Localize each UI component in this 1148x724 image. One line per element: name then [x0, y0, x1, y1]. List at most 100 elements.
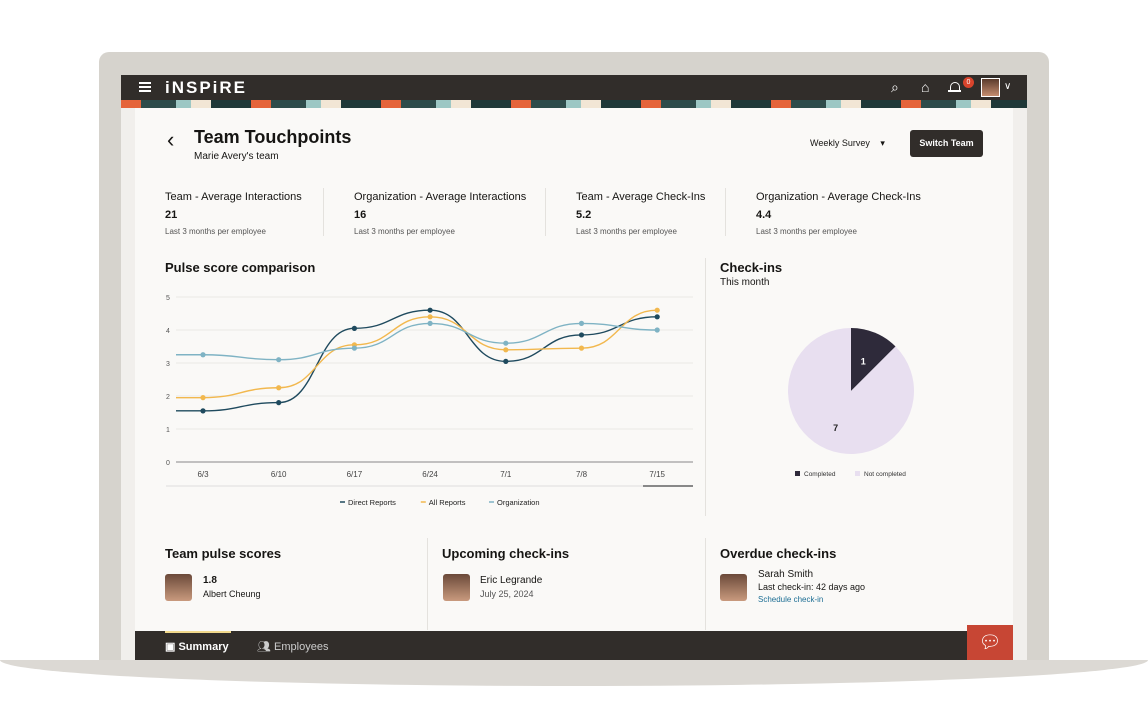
page-title: Team Touchpoints: [194, 127, 352, 147]
data-point: [276, 385, 282, 391]
legend-label: Direct Reports: [348, 498, 396, 507]
tab-employees[interactable]: 👥︎ Employees: [257, 640, 328, 653]
x-tick-label: 6/24: [422, 470, 438, 479]
divider: [545, 188, 546, 236]
bottom-nav: ▣ Summary 👥︎ Employees: [135, 631, 1013, 660]
legend-label: Organization: [497, 498, 540, 507]
stat-team-interactions: Team - Average Interactions 21 Last 3 mont…: [165, 191, 302, 236]
caret-down-icon: ▾: [880, 138, 885, 148]
y-tick-label: 4: [166, 328, 170, 335]
survey-select[interactable]: Weekly Survey ▾: [810, 138, 885, 149]
divider: [725, 188, 726, 236]
chevron-down-icon[interactable]: ∨: [1004, 81, 1012, 92]
data-point: [503, 340, 509, 346]
data-point: [654, 307, 660, 313]
data-point: [503, 358, 509, 364]
divider: [427, 538, 428, 630]
data-point: [427, 314, 433, 320]
app-logo: iNSPiRE: [165, 78, 248, 97]
pie-slice-completed: [851, 328, 896, 391]
x-tick-label: 6/10: [271, 470, 287, 479]
notification-badge: 0: [963, 77, 974, 88]
data-point: [200, 395, 206, 401]
x-tick-label: 7/1: [500, 470, 512, 479]
y-tick-label: 0: [166, 460, 170, 467]
upcoming-name[interactable]: Eric Legrande: [480, 575, 543, 586]
presentation-icon: ▣: [165, 641, 176, 653]
upcoming-title: Upcoming check-ins: [442, 546, 570, 561]
data-point: [351, 325, 357, 331]
data-point: [654, 327, 660, 333]
data-point: [200, 352, 206, 358]
y-tick-label: 5: [166, 295, 170, 302]
bell-icon[interactable]: [948, 82, 961, 92]
legend-label: All Reports: [429, 498, 466, 507]
page-subtitle: Marie Avery's team: [194, 151, 279, 162]
divider: [323, 188, 324, 236]
data-point: [276, 400, 282, 406]
survey-select-value: Weekly Survey: [810, 138, 870, 148]
back-icon[interactable]: ‹: [167, 127, 175, 152]
overdue-name[interactable]: Sarah Smith: [758, 569, 814, 580]
people-icon: 👥︎: [257, 641, 271, 653]
series-line-organization: [176, 322, 658, 361]
data-point: [351, 345, 357, 351]
y-tick-label: 1: [166, 427, 170, 434]
hamburger-menu-icon[interactable]: [139, 82, 151, 92]
data-point: [276, 357, 282, 363]
charts-layer: 0 1 2 3 4 5 6/3 6/10 6/17 6/24 7/1 7/8 7/15 Direct Re…: [166, 295, 914, 507]
y-tick-label: 2: [166, 394, 170, 401]
laptop-base: [0, 660, 1148, 686]
overdue-last: Last check-in: 42 days ago: [758, 582, 866, 592]
active-tab-indicator: [165, 631, 231, 633]
legend-label: Not completed: [864, 471, 906, 478]
user-avatar[interactable]: [981, 78, 1000, 97]
data-point: [427, 307, 433, 313]
legend-swatch: [855, 471, 860, 476]
chat-button[interactable]: 💬︎: [967, 625, 1013, 660]
data-point: [578, 320, 585, 326]
data-point: [654, 314, 660, 320]
y-tick-label: 3: [166, 361, 170, 368]
avatar: [443, 574, 470, 601]
pie-slice-not-completed: [788, 328, 914, 455]
tab-summary[interactable]: ▣ Summary: [165, 640, 229, 653]
data-point: [427, 320, 433, 326]
pie-data-label: 1: [861, 356, 866, 366]
x-tick-label: 7/15: [649, 470, 665, 479]
avatar: [720, 574, 747, 601]
line-chart-title: Pulse score comparison: [165, 260, 316, 275]
legend-label: Completed: [804, 471, 836, 478]
stat-org-checkins: Organization - Average Check-Ins 4.4 Last …: [756, 191, 921, 236]
data-point: [503, 347, 509, 353]
data-point: [578, 332, 585, 338]
overdue-title: Overdue check-ins: [720, 546, 837, 561]
chat-bubble-icon: 💬︎: [978, 632, 1002, 652]
home-icon[interactable]: ⌂: [921, 79, 930, 95]
divider: [705, 538, 706, 630]
avatar: [165, 574, 192, 601]
team-pulse-title: Team pulse scores: [165, 546, 282, 561]
tab-label: Employees: [274, 641, 329, 653]
data-point: [200, 408, 206, 414]
divider: [705, 258, 706, 516]
tab-label: Summary: [178, 641, 229, 653]
pie-chart-title: Check-ins: [720, 260, 783, 275]
x-tick-label: 7/8: [576, 470, 588, 479]
decorative-banner: [121, 100, 1027, 108]
search-icon[interactable]: ⌕: [891, 79, 899, 95]
switch-team-button[interactable]: Switch Team: [910, 130, 983, 157]
pulse-name: Albert Cheung: [203, 589, 261, 599]
stat-org-interactions: Organization - Average Interactions 16 Las…: [354, 191, 527, 236]
legend-swatch: [795, 471, 800, 476]
schedule-checkin-link[interactable]: Schedule check-in: [758, 595, 824, 604]
pie-data-label: 7: [833, 423, 838, 433]
pie-chart-subtitle: This month: [720, 277, 770, 288]
top-bar: iNSPiRE ⌕ ⌂ 0 ∨: [121, 75, 1027, 100]
data-point: [578, 345, 585, 351]
screen: iNSPiRE ⌕ ⌂ 0 ∨ ‹ Team Touchpoints Marie…: [121, 75, 1027, 660]
x-tick-label: 6/3: [197, 470, 209, 479]
pulse-score: 1.8: [203, 575, 217, 586]
upcoming-date: July 25, 2024: [480, 589, 534, 599]
stat-team-checkins: Team - Average Check-Ins 5.2 Last 3 months…: [576, 191, 706, 236]
